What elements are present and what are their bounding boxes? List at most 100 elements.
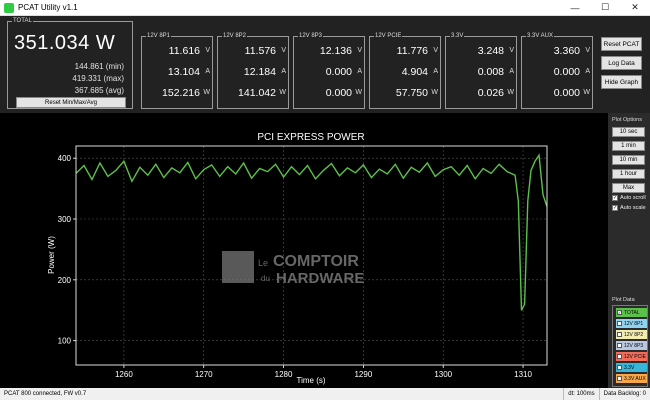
plot-data-item-3v3-aux[interactable]: 3.3V AUX [616,374,647,383]
rail-group-12v-pcie: 12V PCIE 11.776 V 4.904 A 57.750 W [369,31,441,109]
chart-ticks: 1260 1270 1280 1290 1300 1310 100 200 300 400 [58,154,533,379]
rail-label: 12V PCIE [374,31,403,41]
rail-power: 57.750 [395,87,428,99]
chart-title: PCI EXPRESS POWER [257,132,364,143]
rail-power: 141.042 [238,87,276,99]
plot-data-item-total[interactable]: ✓ TOTAL [616,308,647,317]
range-10-min-button[interactable]: 10 min [612,155,645,165]
watt-unit: W [203,89,210,96]
plot-data-item-label: 3.3V AUX [624,375,646,382]
rail-group-12v-8p1: 12V 8P1 11.616 V 13.104 A 152.216 W [141,31,213,109]
rail-current: 4.904 [401,66,428,78]
y-tick-label: 200 [58,276,72,285]
plot-data-item-3v3[interactable]: 3.3V [616,363,647,372]
chart-frame [75,145,548,366]
total-group-label: TOTAL [12,16,33,26]
plot-data-item-label: 12V 8P2 [624,331,644,338]
rail-group-3v3: 3.3V 3.248 V 0.008 A 0.026 W [445,31,517,109]
watt-unit: W [355,89,362,96]
rail-group-3v3-aux: 3.3V AUX 3.360 V 0.000 A 0.000 W [521,31,593,109]
auto-scale-checkbox[interactable]: ✓ Auto scale [612,205,646,211]
auto-scroll-label: Auto scroll [620,195,646,201]
auto-scroll-checkbox[interactable]: ✓ Auto scroll [612,195,646,201]
app-icon [4,2,14,13]
plot-data-item-12v-8p1[interactable]: 12V 8P1 [616,319,647,328]
chart-grid [76,146,547,365]
amp-unit: A [281,68,286,75]
total-avg-value: 367.685 (avg) [74,86,124,95]
x-tick-label: 1270 [195,370,213,379]
plot-data-item-12v-8p2[interactable]: 12V 8P2 [616,330,647,339]
minimize-button[interactable]: — [570,2,580,13]
rail-voltage: 11.776 [396,45,428,57]
rail-current: 0.008 [477,66,504,78]
total-min-value: 144.861 (min) [74,62,124,71]
total-power-value: 351.034 W [14,32,116,54]
volt-unit: V [585,47,590,54]
y-tick-label: 100 [58,337,72,346]
watt-unit: W [507,89,514,96]
watermark-comptoir: COMPTOIR [273,253,359,270]
watermark-cube-icon [222,251,254,283]
rail-label: 12V 8P3 [298,31,324,41]
plot-data-label: Plot Data [612,297,635,303]
volt-unit: V [357,47,362,54]
total-group: TOTAL 351.034 W 144.861 (min) 419.331 (m… [7,16,133,109]
watt-unit: W [583,89,590,96]
plot-options-panel: Plot Options 10 sec 1 min 10 min 1 hour … [608,113,650,388]
rail-label: 3.3V AUX [526,31,555,41]
x-tick-label: 1310 [514,370,532,379]
reset-pcat-button[interactable]: Reset PCAT [601,37,642,51]
range-1-min-button[interactable]: 1 min [612,141,645,151]
sample-interval: dt: 100ms [563,388,598,400]
rail-label: 3.3V [450,31,465,41]
hide-graph-button[interactable]: Hide Graph [601,75,642,89]
rail-current: 0.000 [553,66,580,78]
rail-voltage: 12.136 [319,45,352,57]
plot-data-item-label: 12V 8P3 [624,342,644,349]
series-line-total [75,153,548,311]
plot-data-item-12v-pcie[interactable]: 12V PCIE [616,352,647,361]
rail-group-12v-8p2: 12V 8P2 11.576 V 12.184 A 141.042 W [217,31,289,109]
rail-label: 12V 8P1 [146,31,172,41]
rail-current: 12.184 [243,66,276,78]
log-data-button[interactable]: Log Data [601,56,642,70]
volt-unit: V [205,47,210,54]
watermark-logo: Le COMPTOIR du HARDWARE [222,251,364,287]
rail-label: 12V 8P2 [222,31,248,41]
watermark-du: du [261,274,270,283]
power-chart: PCI EXPRESS POWER Le COMPTOIR du HARDWAR… [47,132,548,385]
close-button[interactable]: ✕ [631,2,639,12]
x-tick-label: 1280 [275,370,293,379]
watt-unit: W [279,89,286,96]
plot-data-item-label: TOTAL [624,309,640,316]
y-tick-label: 400 [58,154,72,163]
auto-scale-label: Auto scale [620,205,646,211]
plot-frame [75,145,548,366]
checkbox-icon [617,321,622,326]
rail-voltage: 3.360 [553,45,580,57]
range-10-sec-button[interactable]: 10 sec [612,127,645,137]
watt-unit: W [431,89,438,96]
maximize-button[interactable]: ☐ [600,2,610,12]
plot-area: PCI EXPRESS POWER Le COMPTOIR du HARDWAR… [0,113,608,388]
rail-group-12v-8p3: 12V 8P3 12.136 V 0.000 A 0.000 W [293,31,365,109]
amp-unit: A [585,68,590,75]
plot-data-list: ✓ TOTAL 12V 8P1 12V 8P2 12V 8P3 12V PCIE … [612,305,648,387]
reset-min-max-avg-button[interactable]: Reset Min/Max/Avg [16,97,126,108]
plot-options-label: Plot Options [612,117,642,123]
checkbox-icon [617,376,622,381]
range-1-hour-button[interactable]: 1 hour [612,169,645,179]
rail-power: 0.000 [553,87,580,99]
range-max-button[interactable]: Max [612,183,645,193]
rail-power: 0.026 [477,87,504,99]
rail-voltage: 11.576 [244,45,276,57]
plot-data-item-label: 12V PCIE [624,353,646,360]
rail-power: 152.216 [162,87,200,99]
x-tick-label: 1300 [434,370,452,379]
data-backlog: Data Backlog: 0 [598,388,650,400]
x-tick-label: 1290 [354,370,372,379]
y-axis-label: Power (W) [47,236,56,274]
amp-unit: A [357,68,362,75]
plot-data-item-12v-8p3[interactable]: 12V 8P3 [616,341,647,350]
